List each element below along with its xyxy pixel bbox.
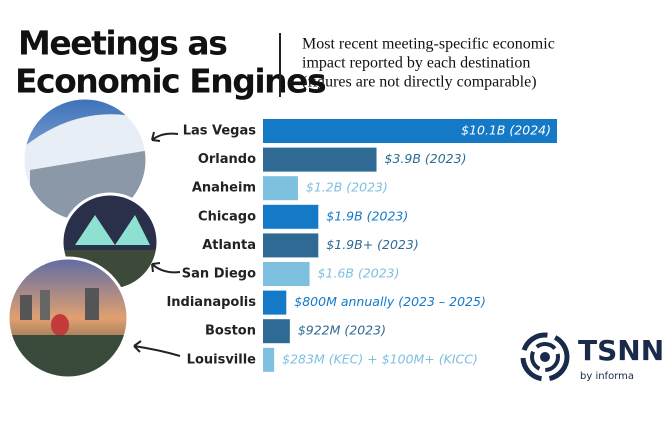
subtitle-line: impact reported by each destination <box>302 55 530 72</box>
category-label: Chicago <box>198 209 256 224</box>
title-line: Economic Engines <box>15 62 326 101</box>
bar <box>263 319 290 344</box>
category-label: Las Vegas <box>183 124 257 139</box>
logo-name: TSNN <box>578 334 664 367</box>
category-label: San Diego <box>182 267 256 282</box>
bar <box>263 347 275 372</box>
category-label: Atlanta <box>202 238 256 253</box>
value-label: $800M annually (2023 – 2025) <box>294 294 486 309</box>
value-label: $283M (KEC) + $100M+ (KICC) <box>282 351 478 366</box>
value-label: $1.2B (2023) <box>306 180 388 195</box>
bar <box>263 204 319 229</box>
value-label: $922M (2023) <box>298 323 386 338</box>
title-line: Meetings as <box>18 24 227 63</box>
subtitle-line: Most recent meeting-specific economic <box>302 36 555 53</box>
arrows <box>133 131 181 357</box>
category-label: Boston <box>205 324 256 339</box>
value-label: $10.1B (2024) <box>461 123 551 138</box>
bar <box>263 290 287 315</box>
value-label: $3.9B (2023) <box>385 151 467 166</box>
logo: TSNN by informa <box>520 332 664 382</box>
photo-frame <box>6 256 130 380</box>
category-label: Anaheim <box>192 181 256 196</box>
bar <box>263 233 319 258</box>
logo-byline: by informa <box>580 371 634 382</box>
value-label: $1.6B (2023) <box>318 266 400 281</box>
subtitle-line: (figures are not directly comparable) <box>302 74 537 91</box>
bar <box>263 119 557 143</box>
value-label: $1.9B+ (2023) <box>326 237 418 252</box>
category-label: Louisville <box>187 352 257 367</box>
bar <box>263 147 377 172</box>
bar <box>263 176 298 201</box>
category-label: Indianapolis <box>166 295 256 310</box>
category-label: Orlando <box>198 152 256 167</box>
value-label: $1.9B (2023) <box>326 208 408 223</box>
bar <box>263 262 310 286</box>
